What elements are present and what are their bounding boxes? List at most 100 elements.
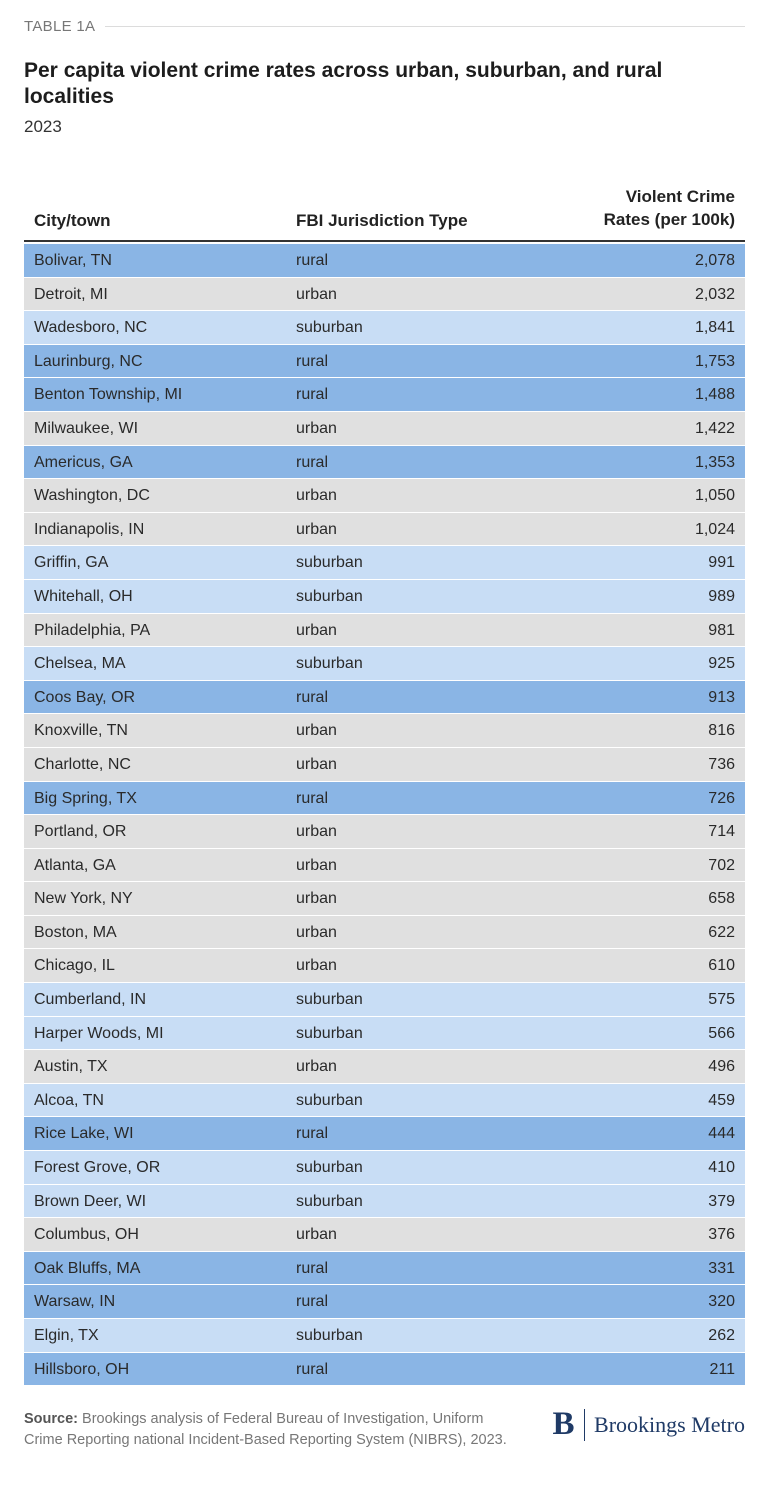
cell-city: Rice Lake, WI xyxy=(34,1125,134,1143)
table-row: Americus, GA rural 1,353 xyxy=(24,445,745,480)
header-rule xyxy=(105,26,745,27)
cell-city: Oak Bluffs, MA xyxy=(34,1259,141,1277)
cell-jurisdiction-type: urban xyxy=(296,755,337,773)
table-row: Wadesboro, NC suburban 1,841 xyxy=(24,311,745,345)
cell-violent-crime-rate: 379 xyxy=(708,1192,735,1210)
cell-city: Hillsboro, OH xyxy=(34,1360,130,1378)
cell-city: Austin, TX xyxy=(34,1058,108,1076)
table-row: New York, NY urban 658 xyxy=(24,882,745,916)
table-row: Rice Lake, WI rural 444 xyxy=(24,1117,745,1152)
cell-violent-crime-rate: 1,024 xyxy=(694,520,735,538)
column-header-rate-line1: Violent Crime xyxy=(625,187,735,206)
column-header-city: City/town xyxy=(34,211,111,230)
cell-city: Cumberland, IN xyxy=(34,991,147,1009)
cell-city: Alcoa, TN xyxy=(34,1091,104,1109)
cell-violent-crime-rate: 1,050 xyxy=(694,487,735,505)
logo-mark: B xyxy=(552,1406,575,1442)
cell-violent-crime-rate: 211 xyxy=(709,1360,735,1378)
table-row: Harper Woods, MI suburban 566 xyxy=(24,1016,745,1051)
cell-city: Indianapolis, IN xyxy=(34,520,145,538)
cell-violent-crime-rate: 575 xyxy=(708,991,735,1009)
cell-jurisdiction-type: urban xyxy=(296,923,337,941)
cell-city: Detroit, MI xyxy=(34,285,108,303)
cell-city: Harper Woods, MI xyxy=(34,1024,164,1042)
cell-jurisdiction-type: suburban xyxy=(296,1091,363,1109)
cell-jurisdiction-type: rural xyxy=(296,1125,329,1143)
cell-jurisdiction-type: rural xyxy=(296,688,329,706)
column-header-type: FBI Jurisdiction Type xyxy=(296,211,468,230)
cell-jurisdiction-type: urban xyxy=(296,520,337,538)
table-row: Laurinburg, NC rural 1,753 xyxy=(24,344,745,379)
cell-jurisdiction-type: rural xyxy=(296,386,329,404)
cell-city: Americus, GA xyxy=(34,453,133,471)
cell-violent-crime-rate: 736 xyxy=(708,755,735,773)
cell-violent-crime-rate: 262 xyxy=(708,1327,735,1344)
cell-city: Benton Township, MI xyxy=(34,386,183,404)
cell-city: Chicago, IL xyxy=(34,957,115,975)
cell-violent-crime-rate: 622 xyxy=(708,923,735,941)
cell-city: Laurinburg, NC xyxy=(34,352,143,370)
cell-jurisdiction-type: urban xyxy=(296,285,337,303)
cell-violent-crime-rate: 410 xyxy=(708,1159,735,1177)
table-number: TABLE 1A xyxy=(24,18,96,35)
cell-city: Forest Grove, OR xyxy=(34,1159,161,1177)
cell-city: Wadesboro, NC xyxy=(34,319,148,337)
cell-violent-crime-rate: 459 xyxy=(708,1091,735,1109)
table-row: Austin, TX urban 496 xyxy=(24,1050,745,1084)
cell-city: Charlotte, NC xyxy=(34,755,131,773)
table-row: Chicago, IL urban 610 xyxy=(24,949,745,984)
cell-violent-crime-rate: 320 xyxy=(708,1293,735,1311)
table-row: Griffin, GA suburban 991 xyxy=(24,546,745,580)
cell-jurisdiction-type: urban xyxy=(296,823,337,841)
cell-jurisdiction-type: suburban xyxy=(296,1327,363,1344)
table-row: Coos Bay, OR rural 913 xyxy=(24,680,745,715)
cell-city: Washington, DC xyxy=(34,487,150,505)
cell-jurisdiction-type: suburban xyxy=(296,1192,363,1210)
cell-jurisdiction-type: rural xyxy=(296,252,329,269)
cell-city: New York, NY xyxy=(34,890,133,908)
table-header: City/town FBI Jurisdiction Type Violent … xyxy=(24,184,745,242)
cell-violent-crime-rate: 2,032 xyxy=(694,285,735,303)
table-row: Detroit, MI urban 2,032 xyxy=(24,277,745,312)
cell-jurisdiction-type: suburban xyxy=(296,587,363,605)
cell-city: Brown Deer, WI xyxy=(34,1192,147,1210)
table-row: Hillsboro, OH rural 211 xyxy=(24,1352,745,1387)
cell-violent-crime-rate: 566 xyxy=(708,1024,735,1042)
cell-violent-crime-rate: 1,488 xyxy=(694,386,735,404)
cell-jurisdiction-type: rural xyxy=(296,1259,329,1277)
cell-city: Boston, MA xyxy=(34,923,117,941)
cell-jurisdiction-type: rural xyxy=(296,1360,329,1378)
table-row: Charlotte, NC urban 736 xyxy=(24,747,745,782)
cell-city: Elgin, TX xyxy=(34,1327,99,1344)
table-row: Elgin, TX suburban 262 xyxy=(24,1319,745,1353)
source-text: Brookings analysis of Federal Bureau of … xyxy=(24,1411,507,1448)
cell-city: Atlanta, GA xyxy=(34,856,116,874)
cell-jurisdiction-type: suburban xyxy=(296,991,363,1009)
cell-violent-crime-rate: 658 xyxy=(708,890,735,908)
cell-violent-crime-rate: 1,753 xyxy=(694,352,735,370)
cell-violent-crime-rate: 1,841 xyxy=(694,319,735,337)
cell-jurisdiction-type: suburban xyxy=(296,319,363,337)
table-row: Warsaw, IN rural 320 xyxy=(24,1285,745,1319)
cell-violent-crime-rate: 1,422 xyxy=(694,419,735,437)
cell-violent-crime-rate: 981 xyxy=(708,621,735,639)
brookings-metro-logo: B Brookings Metro xyxy=(553,1406,745,1443)
table-row: Atlanta, GA urban 702 xyxy=(24,848,745,883)
cell-violent-crime-rate: 496 xyxy=(708,1058,735,1076)
cell-jurisdiction-type: urban xyxy=(296,487,337,505)
cell-city: Coos Bay, OR xyxy=(34,688,136,706)
cell-jurisdiction-type: urban xyxy=(296,722,337,740)
table-row: Boston, MA urban 622 xyxy=(24,915,745,950)
table-row: Brown Deer, WI suburban 379 xyxy=(24,1184,745,1219)
table-row: Alcoa, TN suburban 459 xyxy=(24,1083,745,1118)
table-row: Philadelphia, PA urban 981 xyxy=(24,613,745,648)
cell-jurisdiction-type: urban xyxy=(296,621,337,639)
cell-city: Portland, OR xyxy=(34,823,127,841)
cell-jurisdiction-type: rural xyxy=(296,453,329,471)
cell-violent-crime-rate: 913 xyxy=(708,688,735,706)
column-header-rate: Violent Crime Rates (per 100k) xyxy=(604,185,735,231)
table-row: Washington, DC urban 1,050 xyxy=(24,479,745,513)
cell-violent-crime-rate: 726 xyxy=(708,789,735,807)
table-label: TABLE 1A xyxy=(24,18,745,35)
cell-violent-crime-rate: 1,353 xyxy=(694,453,735,471)
